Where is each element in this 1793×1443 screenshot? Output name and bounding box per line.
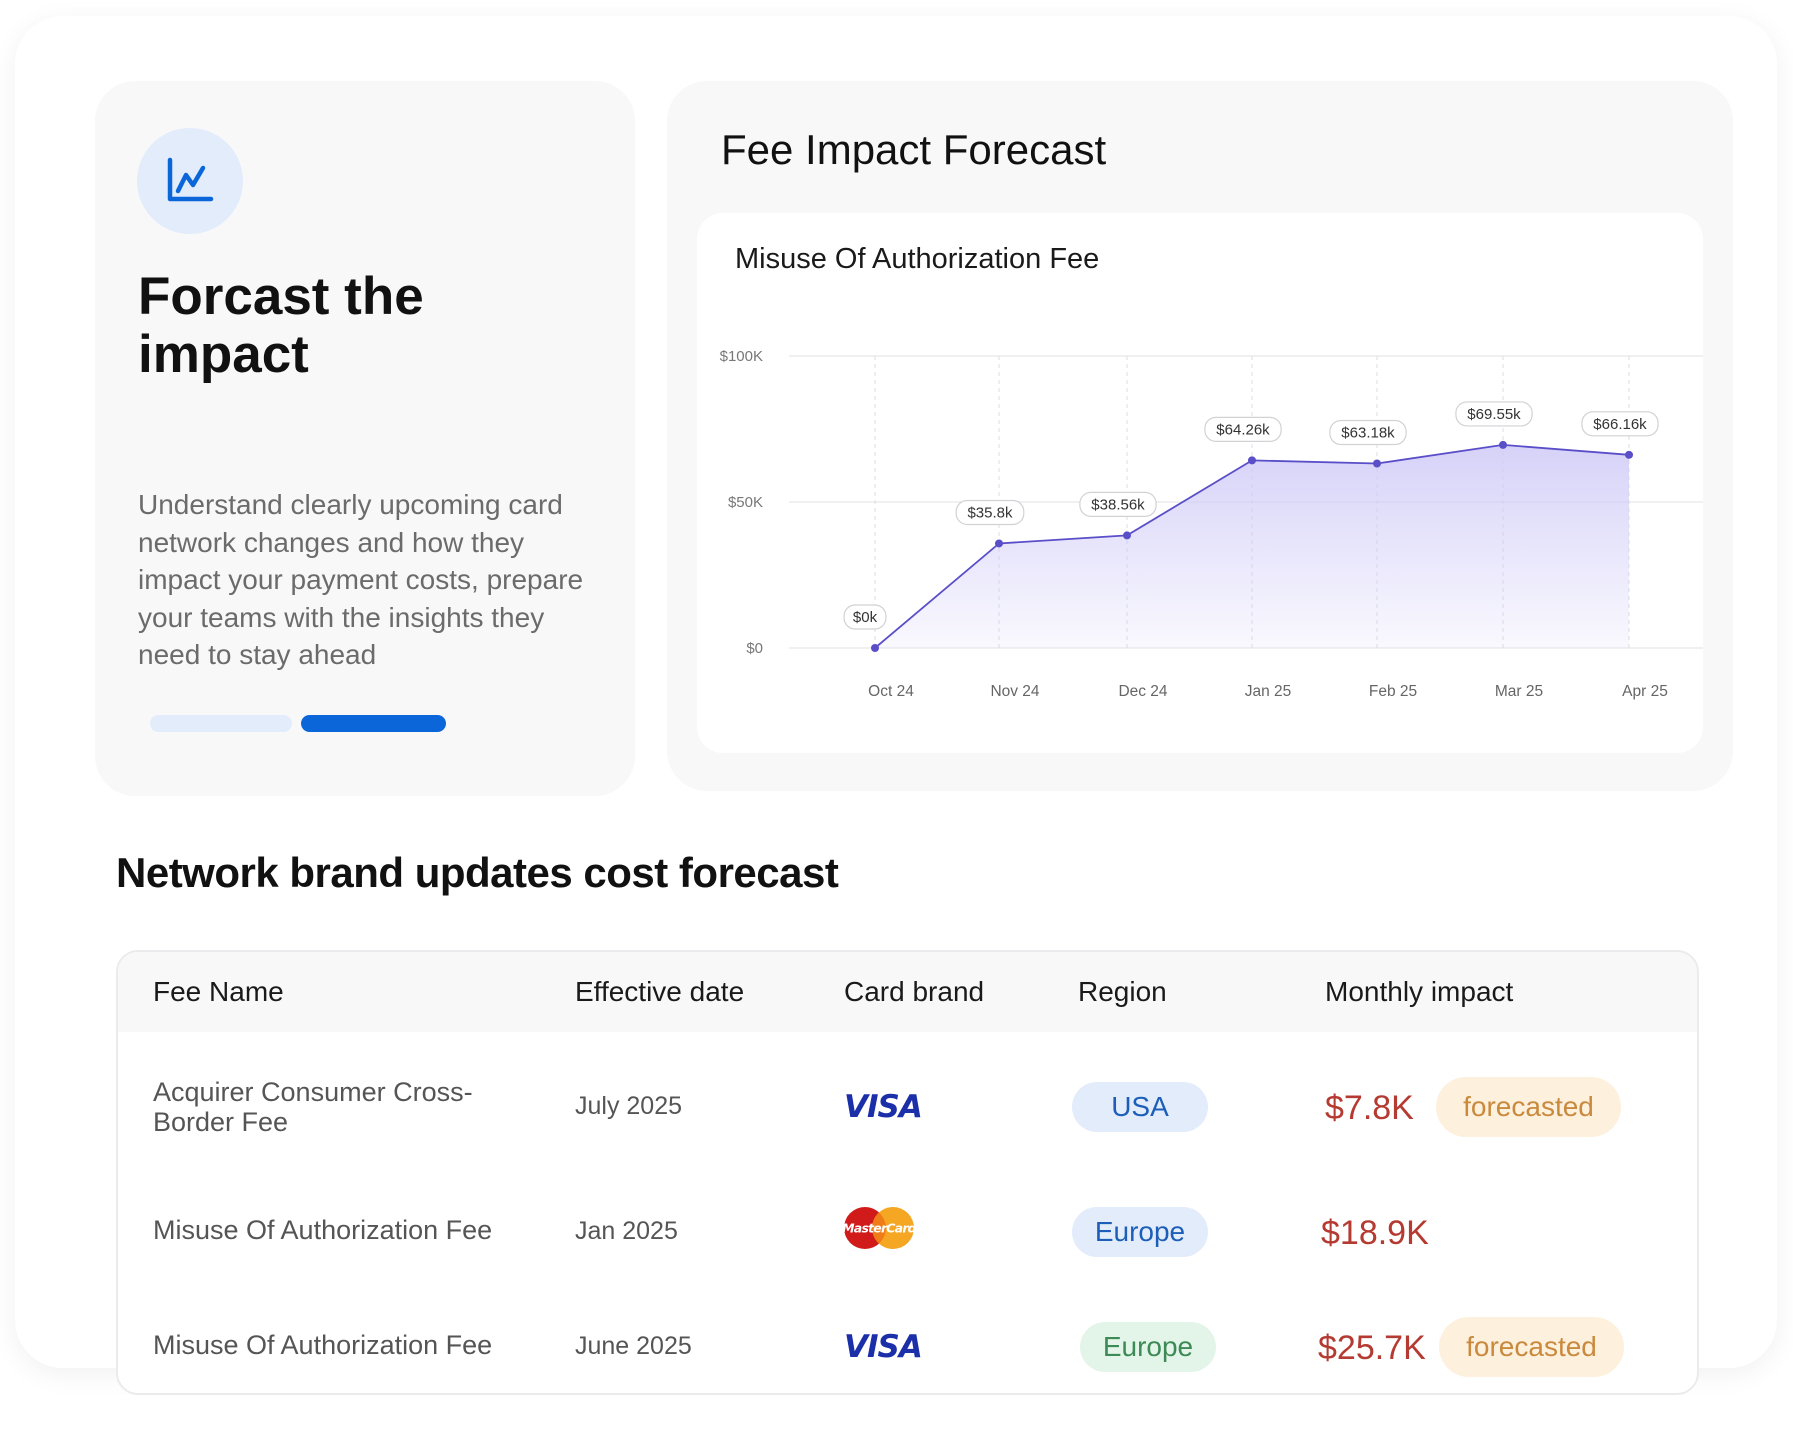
data-label: $64.26k [1216, 421, 1270, 438]
x-tick-label: Mar 25 [1495, 683, 1543, 700]
header-effective-date[interactable]: Effective date [575, 976, 745, 1007]
area-fill [875, 444, 1629, 648]
header-fee-name[interactable]: Fee Name [153, 976, 284, 1007]
data-label: $69.55k [1467, 406, 1521, 423]
data-point [1123, 531, 1131, 540]
forecast-card: Fee Impact Forecast Misuse Of Authorizat… [667, 81, 1733, 791]
data-label-box [955, 499, 1025, 526]
chart-panel: Misuse Of Authorization Fee $0 $50K $100K O… [697, 213, 1703, 753]
fee-name-cell: Acquirer Consumer Cross-Border Fee [153, 1077, 473, 1137]
fee-name-cell: Misuse Of Authorization Fee [153, 1215, 493, 1245]
forecasted-badge: forecasted [1436, 1077, 1621, 1137]
data-label-box [1455, 401, 1533, 427]
data-label-box [843, 604, 887, 630]
x-tick-label: Dec 24 [1118, 683, 1167, 700]
y-tick-label: $0 [746, 640, 763, 657]
region-badge: Europe [1080, 1322, 1216, 1372]
area-chart: $0 $50K $100K Oct 24 Nov 24 Dec 24 Jan 25 Feb 2… [720, 348, 1703, 700]
x-tick-label: Apr 25 [1622, 683, 1668, 700]
intro-description: Understand clearly upcoming card network… [138, 489, 584, 670]
intro-card: Forcast the impact Understand clearly up… [95, 81, 635, 796]
x-tick-label: Oct 24 [868, 683, 914, 700]
data-label-box [1204, 416, 1282, 442]
data-point [995, 539, 1003, 548]
progress-step-1[interactable] [150, 715, 292, 732]
data-label: $38.56k [1091, 496, 1145, 513]
monthly-impact-value: $18.9K [1321, 1214, 1429, 1252]
svg-text:MasterCard: MasterCard [843, 1221, 915, 1236]
chart-title: Misuse Of Authorization Fee [735, 243, 1100, 275]
x-tick-label: Feb 25 [1369, 683, 1417, 700]
header-region[interactable]: Region [1078, 976, 1167, 1007]
data-label: $0k [853, 609, 878, 626]
data-point [1373, 459, 1381, 468]
header-card-brand[interactable]: Card brand [844, 976, 985, 1007]
forecasted-badge: forecasted [1439, 1317, 1624, 1377]
forecast-table: Fee Name Effective date Card brand Regio… [116, 950, 1699, 1395]
forecast-title: Fee Impact Forecast [721, 126, 1107, 173]
effective-date-cell: July 2025 [575, 1092, 683, 1120]
data-point [1625, 450, 1633, 459]
section-title: Network brand updates cost forecast [116, 849, 839, 896]
y-tick-label: $50K [728, 494, 763, 511]
fee-name-cell: Misuse Of Authorization Fee [153, 1330, 493, 1360]
y-tick-label: $100K [720, 348, 763, 365]
data-label: $66.16k [1593, 416, 1647, 433]
data-point [1499, 440, 1507, 449]
line-chart-icon [137, 128, 243, 234]
region-badge: Europe [1072, 1207, 1208, 1257]
monthly-impact-value: $7.8K [1325, 1089, 1414, 1127]
data-label: $35.8k [967, 504, 1013, 521]
table-header: Fee Name Effective date Card brand Regio… [118, 952, 1697, 1032]
region-badge: USA [1072, 1082, 1208, 1132]
data-label-box [1329, 419, 1407, 446]
monthly-impact-value: $25.7K [1318, 1329, 1426, 1367]
visa-logo-icon: VISA [844, 1089, 923, 1125]
mastercard-logo-icon: MasterCard [843, 1207, 915, 1249]
data-point [1248, 456, 1256, 465]
x-tick-label: Jan 25 [1245, 683, 1292, 700]
effective-date-cell: Jan 2025 [575, 1217, 678, 1245]
data-label-box [1079, 491, 1157, 518]
data-label: $63.18k [1341, 425, 1395, 442]
x-tick-label: Nov 24 [990, 683, 1039, 700]
data-point [871, 644, 879, 652]
data-label-box [1581, 411, 1659, 437]
header-monthly-impact[interactable]: Monthly impact [1325, 976, 1514, 1007]
visa-logo-icon: VISA [844, 1329, 923, 1365]
intro-title: Forcast the impact [138, 267, 424, 384]
effective-date-cell: June 2025 [575, 1332, 692, 1360]
progress-step-2-active[interactable] [301, 715, 446, 732]
main-container: Forcast the impact Understand clearly up… [15, 16, 1777, 1395]
